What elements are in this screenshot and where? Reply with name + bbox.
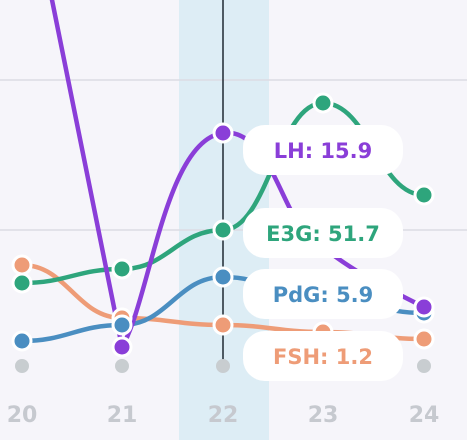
data-point-pdg-20 (11, 330, 33, 352)
data-point-lh-21 (111, 336, 133, 358)
baseline-marker-20 (15, 359, 29, 373)
data-point-e3g-23 (312, 92, 334, 114)
data-point-fsh-22 (212, 314, 234, 336)
x-tick-label: 20 (7, 403, 38, 428)
baseline-marker-24 (417, 359, 431, 373)
tooltip-label-e3g: E3G: 51.7 (266, 222, 380, 246)
tooltip-lh (243, 125, 403, 175)
tooltip-fsh (243, 331, 403, 381)
x-tick-label: 23 (308, 403, 339, 428)
data-point-pdg-22 (212, 266, 234, 288)
data-point-e3g-21 (111, 258, 133, 280)
data-point-e3g-24 (413, 184, 435, 206)
data-point-pdg-21 (111, 314, 133, 336)
tooltip-label-pdg: PdG: 5.9 (273, 283, 374, 307)
data-point-fsh-24 (413, 328, 435, 350)
data-point-lh-24 (413, 296, 435, 318)
x-tick-label: 21 (107, 403, 138, 428)
data-point-e3g-20 (11, 272, 33, 294)
tooltip-e3g (243, 208, 403, 258)
tooltip-label-fsh: FSH: 1.2 (273, 345, 373, 369)
baseline-marker-22 (216, 359, 230, 373)
data-point-e3g-22 (212, 219, 234, 241)
data-point-fsh-20 (11, 254, 33, 276)
data-point-lh-22 (212, 122, 234, 144)
baseline-marker-21 (115, 359, 129, 373)
x-tick-label: 22 (208, 403, 239, 428)
x-tick-label: 24 (409, 403, 440, 428)
tooltip-pdg (243, 269, 403, 319)
tooltip-label-lh: LH: 15.9 (274, 139, 372, 163)
